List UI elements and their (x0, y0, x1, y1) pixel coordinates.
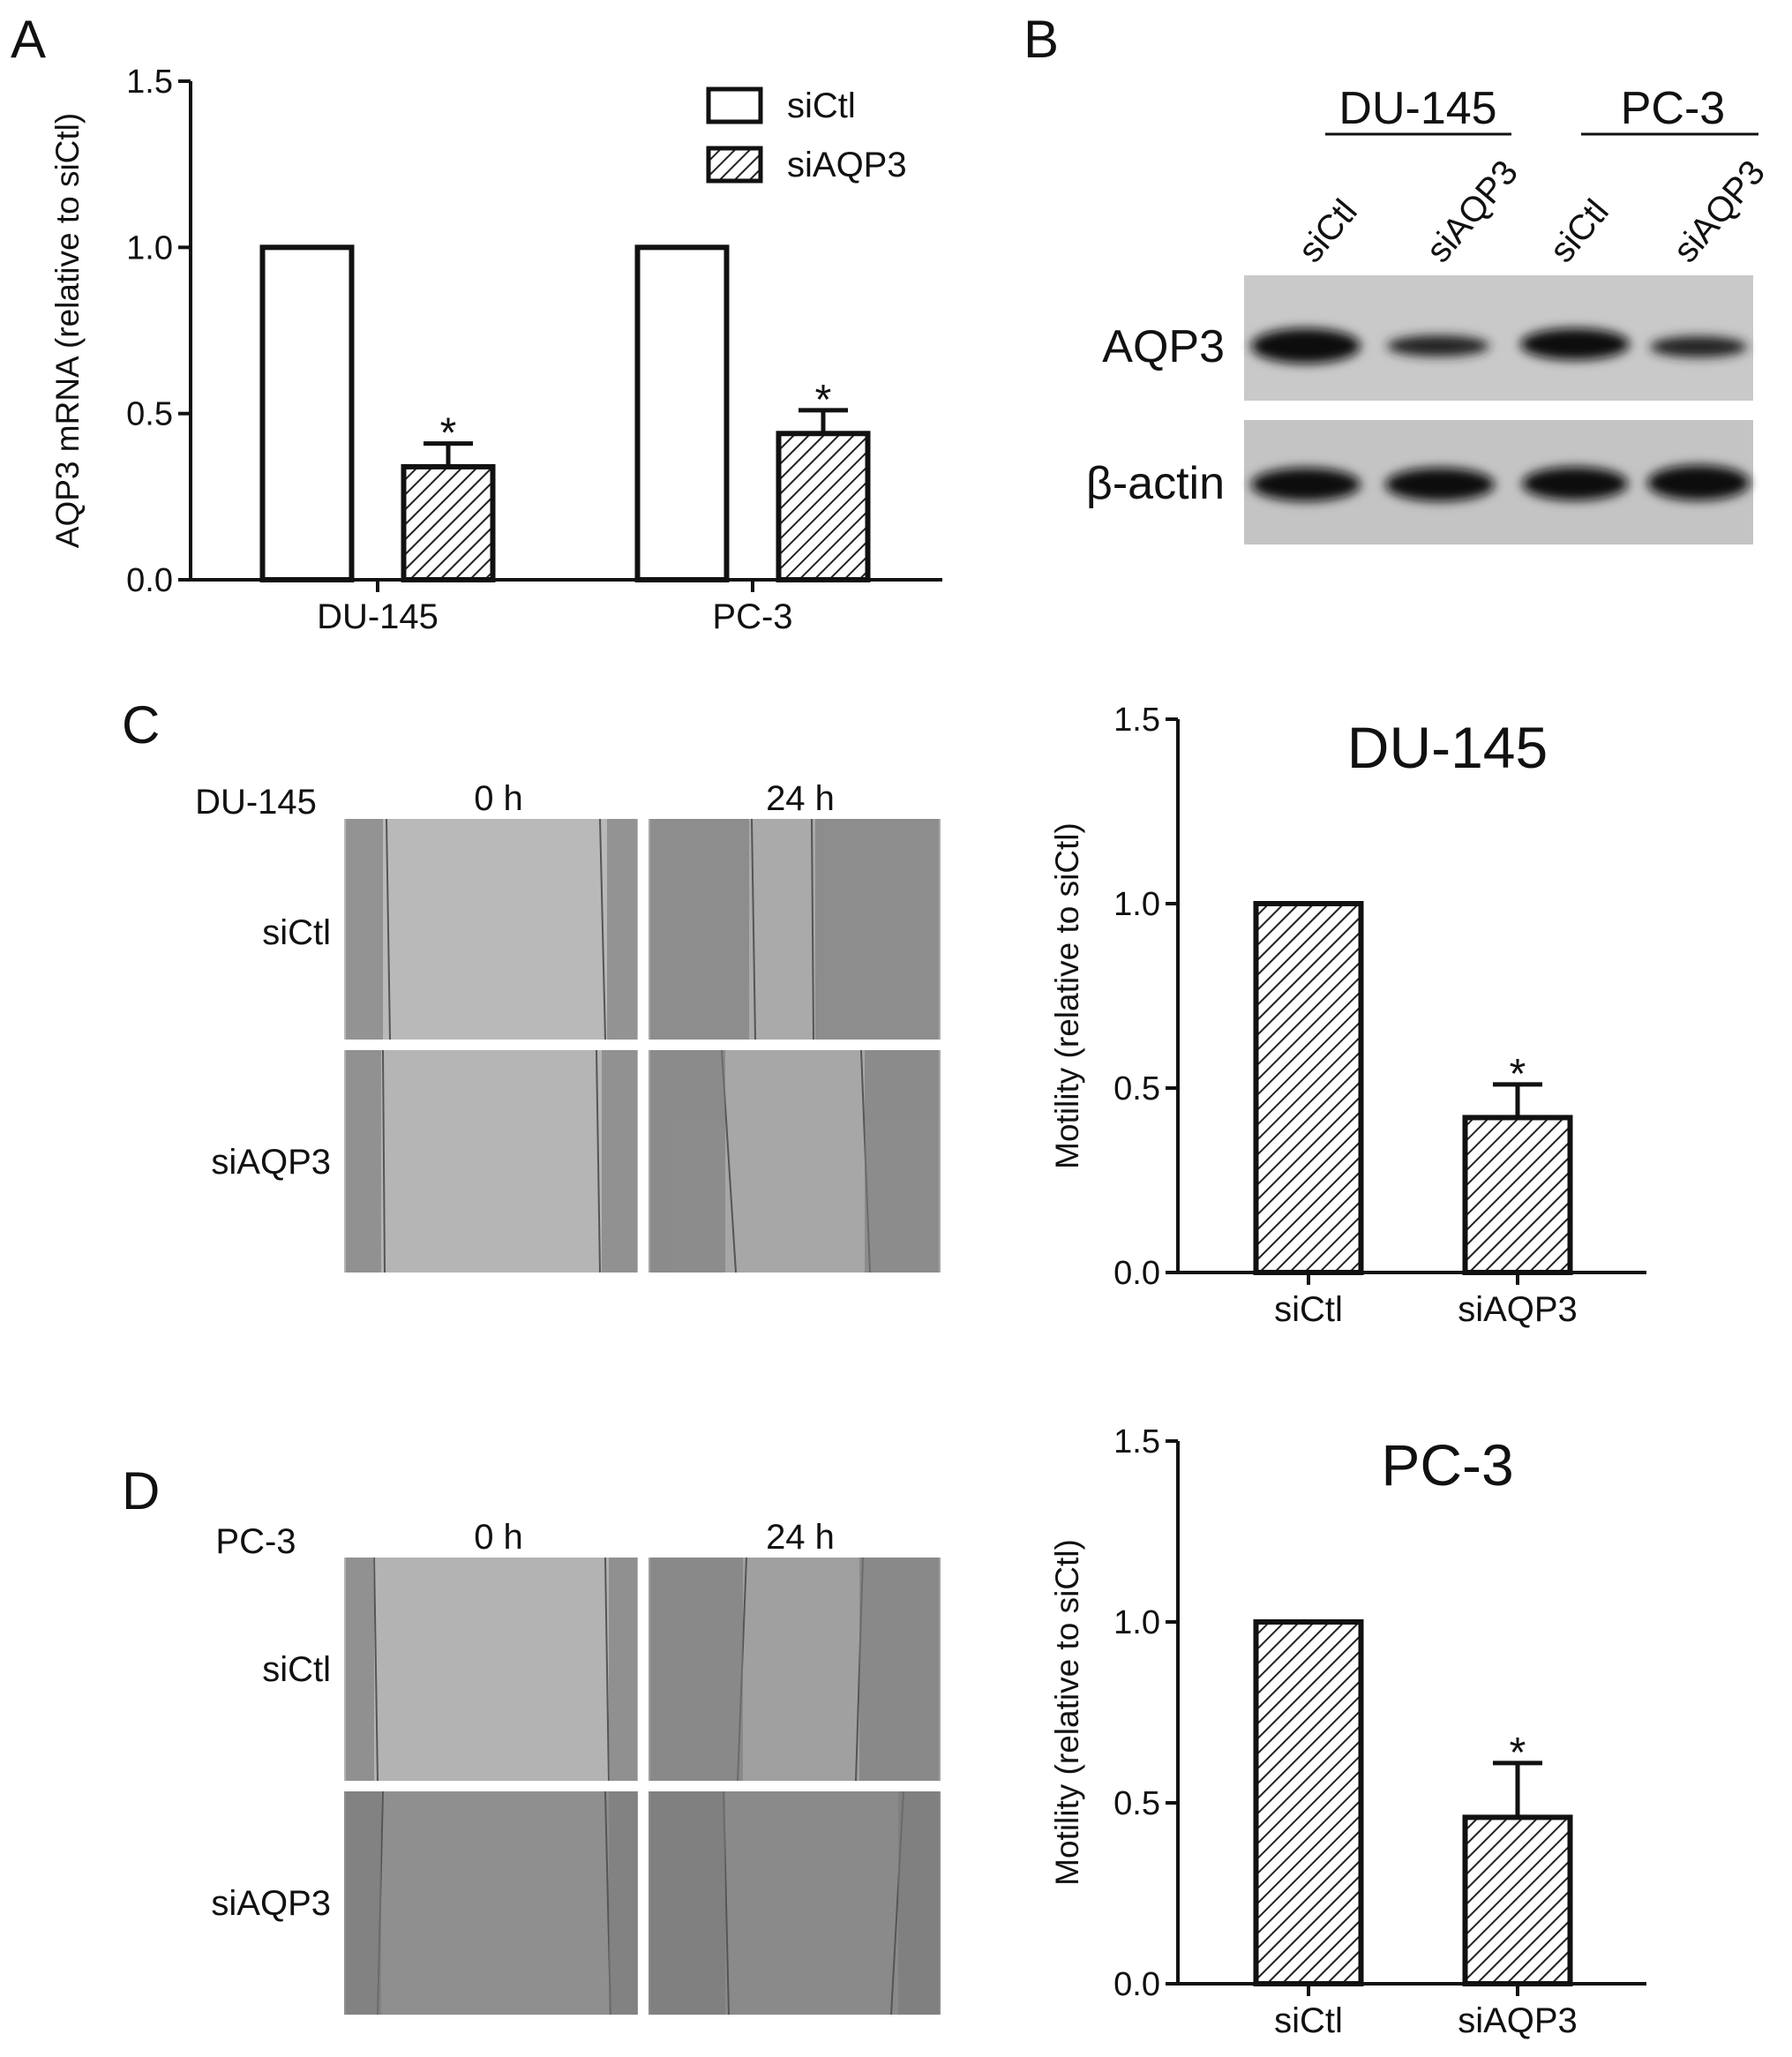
x-tick-label: siCtl (1274, 1290, 1343, 1329)
bar (1462, 1115, 1573, 1275)
significance-mark: * (1510, 1730, 1526, 1776)
panel-letter: D (122, 1461, 160, 1520)
chart-title: DU-145 (1347, 715, 1548, 780)
y-tick-label: 0.0 (1113, 1255, 1160, 1292)
time-label: 24 h (766, 1518, 835, 1557)
y-tick-label: 1.5 (1113, 702, 1160, 739)
blot-row-label: β-actin (1086, 458, 1225, 509)
legend-label: siCtl (787, 86, 856, 125)
bar (401, 463, 496, 583)
blot-lane-label: siCtl (1542, 192, 1616, 270)
cell-line-label: PC-3 (215, 1522, 296, 1561)
significance-mark: * (1510, 1051, 1526, 1098)
x-tick-label: PC-3 (712, 597, 792, 636)
x-tick-label: siAQP3 (1458, 2001, 1578, 2040)
y-tick-label: 1.5 (126, 64, 173, 101)
blot-bands (1251, 328, 1750, 501)
y-tick-label: 1.0 (126, 229, 173, 267)
row-label: siAQP3 (211, 1884, 331, 1923)
y-tick-label: 0.0 (1113, 1966, 1160, 2003)
panel-letter: B (1023, 10, 1059, 69)
blot-row-label: AQP3 (1102, 321, 1225, 372)
blot-lane-label: siAQP3 (1666, 154, 1773, 270)
bar (259, 244, 355, 582)
significance-mark: * (440, 410, 457, 457)
row-label: siCtl (262, 913, 331, 952)
x-tick-label: siAQP3 (1458, 1290, 1578, 1329)
y-tick-label: 0.0 (126, 562, 173, 599)
bar (776, 431, 871, 582)
chart-title: PC-3 (1381, 1432, 1513, 1498)
panel-letter: A (11, 10, 46, 69)
legend-label: siAQP3 (787, 146, 907, 184)
panel-letter: C (122, 695, 160, 754)
row-label: siCtl (262, 1650, 331, 1689)
x-tick-label: siCtl (1274, 2001, 1343, 2040)
y-tick-label: 1.0 (1113, 886, 1160, 923)
y-axis-label: Motility (relative to siCtl) (1049, 1539, 1085, 1886)
row-label: siAQP3 (211, 1143, 331, 1182)
legend-swatch (706, 146, 763, 184)
y-tick-label: 1.0 (1113, 1604, 1160, 1641)
y-axis-label: AQP3 mRNA (relative to siCtl) (49, 113, 86, 548)
cell-line-label: DU-145 (195, 783, 317, 822)
micrographs (344, 818, 941, 2016)
y-axis-label: Motility (relative to siCtl) (1049, 822, 1085, 1169)
bar (1253, 901, 1364, 1275)
significance-mark: * (815, 377, 832, 424)
legend-swatch (706, 86, 763, 124)
bar (1253, 1619, 1364, 1986)
blot-group-label: PC-3 (1621, 83, 1725, 134)
x-tick-label: DU-145 (317, 597, 439, 636)
y-tick-label: 0.5 (126, 396, 173, 433)
bar (634, 244, 730, 582)
y-tick-label: 0.5 (1113, 1070, 1160, 1107)
time-label: 0 h (474, 1518, 523, 1557)
time-label: 0 h (474, 779, 523, 818)
time-label: 24 h (766, 779, 835, 818)
y-tick-label: 0.5 (1113, 1785, 1160, 1822)
bar (1462, 1814, 1573, 1986)
blot-group-label: DU-145 (1338, 83, 1496, 134)
blot-lane-label: siAQP3 (1419, 154, 1526, 270)
blot-lane-label: siCtl (1291, 192, 1365, 270)
y-tick-label: 1.5 (1113, 1423, 1160, 1460)
